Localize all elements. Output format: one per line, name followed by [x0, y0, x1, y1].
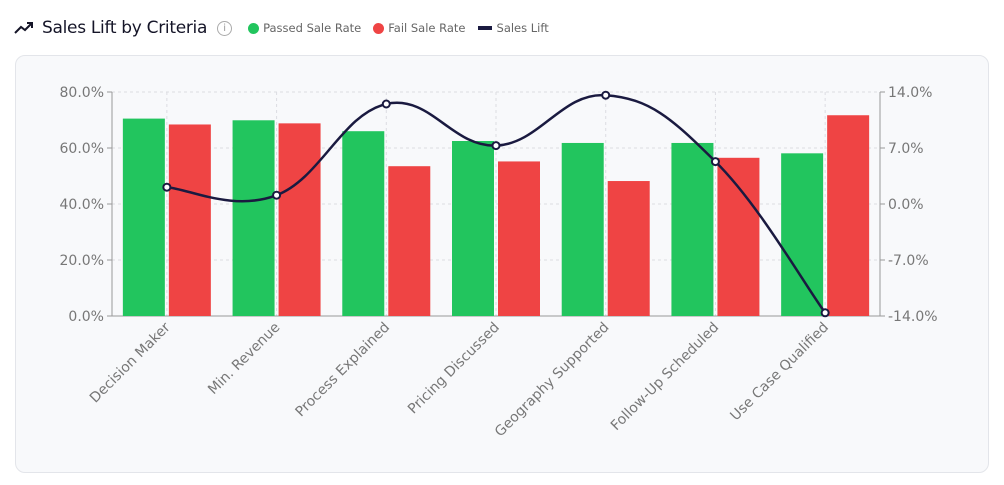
sales-lift-point-5 — [710, 157, 720, 167]
legend-label: Fail Sale Rate — [388, 21, 466, 35]
info-icon[interactable]: i — [217, 20, 233, 36]
category-label: Min. Revenue — [205, 320, 283, 398]
legend-label: Sales Lift — [496, 21, 549, 35]
left-tick-label: 0.0% — [68, 309, 104, 325]
bar-fail-4 — [607, 181, 650, 316]
bar-passed-4 — [561, 142, 604, 316]
chart-header: Sales Lift by Criteria i Passed Sale Rat… — [14, 14, 561, 42]
bar-passed-6 — [781, 153, 824, 316]
right-tick-label: 7.0% — [888, 141, 924, 157]
sales-lift-point-4 — [601, 90, 611, 100]
bar-fail-6 — [827, 115, 870, 317]
legend-item-lift[interactable]: Sales Lift — [477, 21, 549, 35]
category-label: Pricing Discussed — [405, 320, 503, 418]
right-tick-label: 0.0% — [888, 197, 924, 213]
bar-fail-3 — [498, 161, 540, 316]
sales-lift-point-6 — [820, 308, 830, 318]
bar-passed-2 — [342, 131, 385, 316]
left-tick-label: 20.0% — [60, 253, 104, 269]
left-tick-label: 60.0% — [60, 141, 104, 157]
bar-fail-0 — [168, 124, 211, 316]
bar-passed-1 — [232, 120, 275, 316]
trending-up-icon — [14, 22, 33, 34]
legend-swatch — [248, 22, 260, 34]
bar-fail-1 — [278, 123, 321, 316]
bar-fail-5 — [717, 157, 760, 316]
category-label: Process Explained — [292, 320, 393, 421]
sales-lift-point-2 — [381, 99, 391, 109]
category-label: Follow-Up Scheduled — [608, 320, 722, 434]
category-label: Geography Supported — [492, 320, 613, 441]
category-label: Decision Maker — [87, 319, 174, 406]
bar-passed-5 — [671, 142, 714, 316]
legend-swatch — [477, 26, 492, 30]
sales-lift-point-0 — [162, 182, 172, 192]
legend-swatch — [373, 22, 385, 34]
legend-label: Passed Sale Rate — [263, 21, 362, 35]
bar-passed-3 — [452, 141, 494, 316]
category-label: Use Case Qualified — [727, 320, 832, 425]
left-tick-label: 40.0% — [60, 197, 104, 213]
bar-fail-2 — [388, 166, 431, 316]
legend-item-passed[interactable]: Passed Sale Rate — [248, 21, 361, 35]
left-tick-label: 80.0% — [60, 85, 104, 101]
chart-title: Sales Lift by Criteria — [42, 18, 208, 38]
legend: Passed Sale Rate Fail Sale Rate Sales Li… — [248, 21, 561, 35]
bar-passed-0 — [122, 118, 165, 316]
right-tick-label: -14.0% — [888, 309, 938, 325]
legend-item-fail[interactable]: Fail Sale Rate — [373, 21, 466, 35]
right-tick-label: -7.0% — [888, 253, 929, 269]
right-tick-label: 14.0% — [888, 85, 932, 101]
sales-lift-point-1 — [272, 190, 282, 200]
sales-lift-point-3 — [491, 141, 501, 151]
